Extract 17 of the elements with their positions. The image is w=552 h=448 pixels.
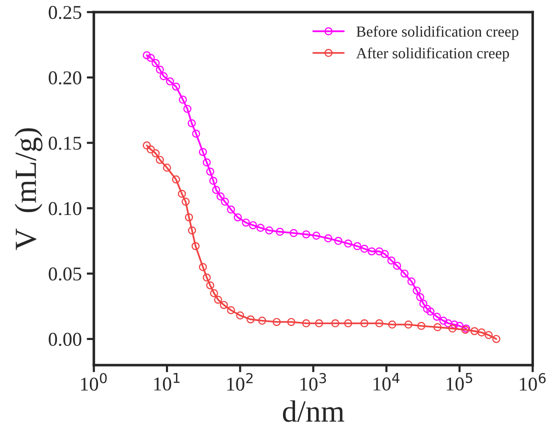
x-tick-label: 10$^{2}$ — [227, 372, 253, 391]
x-axis-title: d/nm — [282, 400, 344, 422]
y-tick-label: 0.15 — [48, 136, 82, 150]
x-tick-label: 10$^{6}$ — [520, 372, 546, 391]
y-tick-label: 0.00 — [48, 332, 82, 346]
x-tick-label: 10$^{3}$ — [300, 372, 326, 391]
x-tick-label: 10$^{1}$ — [154, 372, 180, 391]
y-tick-label: 0.20 — [48, 71, 82, 84]
x-tick-label: 10$^{4}$ — [374, 372, 400, 391]
legend-label: Before solidification creep — [356, 26, 518, 40]
y-tick-label: 0.25 — [48, 6, 82, 20]
y-tick-label: 0.05 — [48, 267, 82, 281]
x-tick-label: 10$^{5}$ — [446, 372, 472, 391]
y-tick-label: 0.10 — [48, 202, 82, 216]
legend-label: After solidification creep — [356, 47, 509, 62]
x-tick-label: 10$^{0}$ — [81, 372, 107, 391]
y-axis-title: V (mL/g) — [14, 128, 42, 250]
